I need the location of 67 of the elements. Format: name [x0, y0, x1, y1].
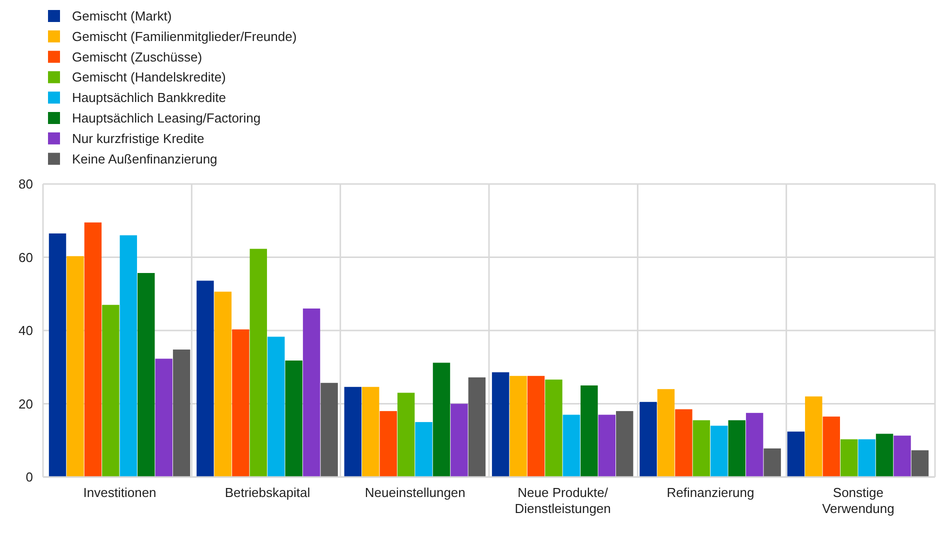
bar: [362, 386, 380, 477]
bar: [344, 386, 362, 477]
y-tick-label: 0: [26, 470, 33, 485]
bar: [397, 392, 415, 477]
bar: [432, 362, 450, 477]
bar: [840, 439, 858, 477]
bar: [267, 336, 285, 477]
bar: [876, 434, 894, 477]
bar: [710, 426, 728, 477]
y-tick-label: 20: [18, 396, 33, 412]
bar: [66, 256, 84, 477]
bar: [102, 304, 120, 477]
legend-label: Gemischt (Zuschüsse): [72, 49, 202, 64]
bar: [302, 308, 320, 477]
y-tick-label: 60: [18, 250, 33, 265]
bar: [232, 329, 250, 477]
bar: [692, 420, 710, 477]
bar: [492, 372, 510, 477]
bar: [155, 358, 172, 477]
legend-label: Gemischt (Handelskredite): [72, 70, 226, 85]
bar: [84, 222, 102, 477]
x-tick-label: Betriebskapital: [224, 485, 310, 500]
bar: [545, 380, 562, 477]
bar: [468, 377, 486, 477]
bar: [450, 404, 468, 477]
bar: [657, 389, 675, 477]
legend-label: Hauptsächlich Bankkredite: [72, 90, 226, 106]
bar: [320, 382, 338, 477]
x-tick-label: Refinanzierung: [666, 485, 754, 500]
bar: [894, 436, 911, 477]
bar: [285, 360, 302, 477]
bar: [675, 409, 692, 477]
y-tick-label: 40: [18, 323, 33, 338]
bar: [250, 248, 267, 477]
bar: [415, 422, 432, 477]
bar: [48, 233, 66, 477]
bar: [214, 292, 232, 477]
legend-label: Keine Außenfinanzierung: [72, 151, 218, 166]
bar: [822, 416, 840, 477]
bar: [805, 396, 822, 477]
bar: [580, 385, 598, 477]
bar: [858, 439, 876, 477]
bar: [172, 350, 190, 477]
legend-label: Hauptsächlich Leasing/Factoring: [72, 110, 261, 126]
bar: [120, 235, 138, 477]
bar: [764, 448, 781, 477]
bar: [616, 411, 634, 477]
x-tick-label: Neueinstellungen: [364, 485, 466, 500]
bar: [510, 376, 527, 477]
bar: [138, 273, 155, 477]
legend-label: Gemischt (Familienmitglieder/Freunde): [72, 28, 297, 44]
bar: [527, 376, 545, 477]
bar: [598, 414, 616, 477]
bar: [640, 402, 657, 477]
x-tick-label: Investitionen: [83, 485, 156, 500]
bar: [911, 450, 929, 477]
legend-label: Gemischt (Markt): [72, 8, 172, 24]
x-tick-label: Sonstige Verwendung: [822, 485, 894, 516]
legend-label: Nur kurzfristige Kredite: [72, 130, 204, 146]
bar: [746, 412, 764, 477]
bar: [728, 420, 746, 477]
bar: [562, 414, 580, 477]
bar: [196, 280, 214, 477]
x-tick-label: Neue Produkte/ Dienstleistungen: [514, 485, 611, 516]
bar: [787, 432, 805, 477]
y-tick-label: 80: [18, 176, 33, 192]
bar: [380, 411, 397, 477]
